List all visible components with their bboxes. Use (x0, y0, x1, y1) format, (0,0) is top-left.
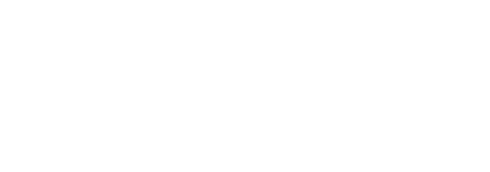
Text: 391.8: 391.8 (296, 132, 327, 142)
Text: down 25%: down 25% (404, 48, 461, 58)
Text: Missouri: Missouri (14, 68, 60, 78)
Text: down 26%: down 26% (404, 132, 461, 142)
Text: 290.9: 290.9 (94, 132, 124, 142)
Text: 05-04-15: 05-04-15 (145, 113, 192, 122)
Text: 369.0: 369.0 (296, 48, 327, 58)
Text: 249.8: 249.8 (94, 68, 124, 78)
Text: down 27%: down 27% (404, 68, 461, 78)
Text: 371.8: 371.8 (296, 153, 327, 163)
Text: up 4%: up 4% (255, 48, 289, 58)
Text: 262.2: 262.2 (94, 153, 124, 163)
Text: 06-01-15: 06-01-15 (77, 29, 124, 38)
Text: Missouri: Missouri (14, 153, 60, 163)
Text: US: US (14, 48, 28, 58)
Text: 05-04-15: 05-04-15 (145, 29, 192, 38)
Text: up 6%: up 6% (255, 68, 289, 78)
Text: change: change (255, 29, 294, 38)
Text: 278.0: 278.0 (94, 48, 124, 58)
Text: change: change (404, 29, 443, 38)
Text: 06-02-14: 06-02-14 (280, 29, 327, 38)
Text: up 4%: up 4% (255, 153, 289, 163)
Text: 06-02-14: 06-02-14 (280, 113, 327, 122)
Text: 06-01-15: 06-01-15 (77, 113, 124, 122)
Text: 266.4: 266.4 (161, 48, 192, 58)
Text: Regular Unleaded Gasoline - Retail Prices (cents per gallon): Regular Unleaded Gasoline - Retail Price… (77, 7, 413, 17)
Text: Diesel Fuel - Retail Prices (cents per gallon): Diesel Fuel - Retail Prices (cents per g… (122, 92, 368, 102)
Text: change: change (255, 113, 294, 122)
Text: US: US (14, 132, 28, 142)
Text: 252.8: 252.8 (161, 153, 192, 163)
Text: 285.4: 285.4 (161, 132, 192, 142)
Text: 236.5: 236.5 (161, 68, 192, 78)
Text: up 2%: up 2% (255, 132, 289, 142)
Text: change: change (404, 113, 443, 122)
Text: 343.0: 343.0 (296, 68, 327, 78)
Text: down 29%: down 29% (404, 153, 461, 163)
